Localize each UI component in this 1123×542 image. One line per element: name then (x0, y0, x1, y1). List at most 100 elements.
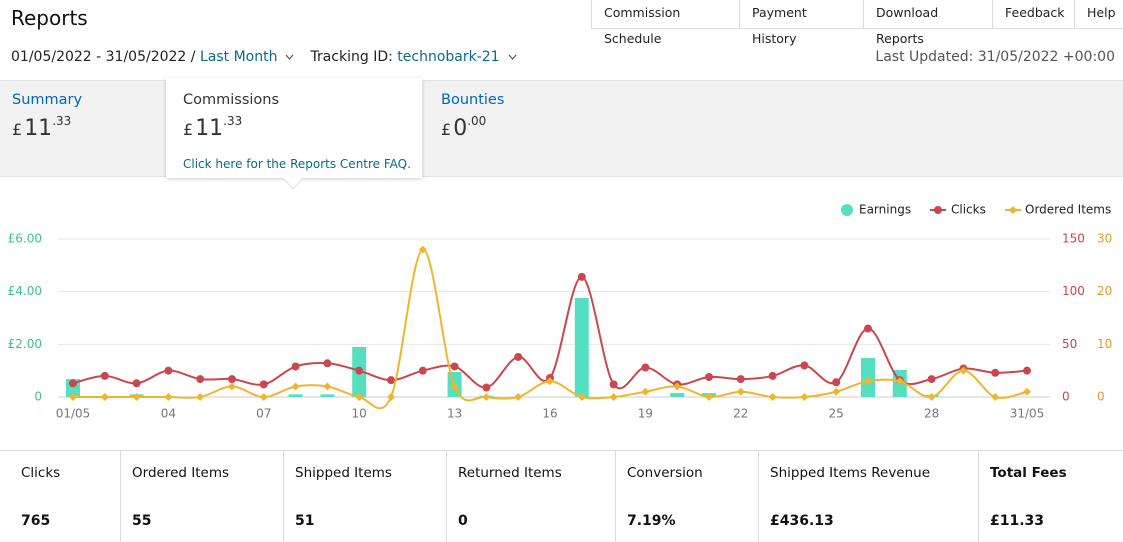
card-label: Commissions (183, 92, 280, 108)
point (577, 272, 586, 281)
point (355, 366, 364, 375)
stats-row: Clicks 765 Ordered Items 55 Shipped Items 51 R… (0, 450, 1123, 542)
stat-label: Ordered Items (132, 465, 229, 481)
nav-tab[interactable]: Download Reports (863, 0, 992, 46)
point (768, 393, 777, 401)
nav-tab[interactable]: Feedback (992, 0, 1074, 28)
point (418, 366, 427, 375)
point (895, 377, 904, 386)
period-dropdown[interactable]: Last Month (199, 49, 278, 65)
point (991, 368, 1000, 377)
stat-value: £11.33 (990, 513, 1045, 529)
point (387, 393, 395, 401)
y3-tick-label: 0 (1097, 390, 1105, 404)
stat-value: 0 (458, 513, 468, 529)
point (736, 375, 745, 384)
x-tick-label: 04 (161, 407, 176, 421)
chevron (286, 54, 294, 60)
legend-swatch (1009, 206, 1017, 214)
x-tick-label: 10 (352, 407, 367, 421)
nav-tab[interactable]: Payment History (739, 0, 863, 46)
legend-label: Ordered Items (1025, 203, 1111, 217)
stat-label: Shipped Items (295, 465, 392, 481)
x-tick-label: 25 (829, 407, 844, 421)
y-tick-label: £6.00 (8, 232, 42, 246)
point (768, 371, 777, 380)
point (832, 387, 841, 396)
point (641, 387, 650, 396)
nav-tab[interactable]: Help (1074, 0, 1123, 28)
point (323, 382, 332, 391)
stat-label: Total Fees (990, 465, 1067, 481)
bar (288, 394, 303, 397)
y2-tick-label: 100 (1062, 284, 1085, 298)
point (991, 393, 1000, 401)
legend-swatch (841, 204, 853, 216)
point (673, 382, 682, 391)
last-updated: Last Updated: 31/05/2022 +00:00 (875, 49, 1115, 65)
point (609, 380, 618, 389)
bar (574, 297, 589, 397)
point (323, 359, 332, 368)
y2-tick-label: 50 (1062, 337, 1077, 351)
point (259, 393, 268, 401)
point (736, 387, 745, 396)
point (864, 377, 872, 386)
legend-label: Earnings (859, 203, 911, 217)
card-amount: £0.00 (441, 114, 487, 141)
stat-label: Returned Items (458, 465, 562, 481)
point (609, 393, 618, 401)
stat-cell: Shipped Items 51 (283, 451, 446, 542)
stat-cell: Conversion 7.19% (615, 451, 758, 542)
point (482, 393, 491, 401)
point (291, 382, 300, 391)
series-line (72, 275, 1028, 390)
page-title: Reports (11, 6, 88, 30)
stat-label: Conversion (627, 465, 703, 481)
point (132, 379, 141, 388)
point (69, 379, 77, 388)
point (832, 378, 841, 387)
stat-value: 765 (21, 513, 51, 529)
stat-value: £436.13 (770, 513, 834, 529)
commissions-card[interactable]: Commissions £11.33 (183, 92, 279, 141)
point (69, 393, 77, 401)
tracking-dropdown[interactable]: technobark-21 (397, 49, 500, 65)
stat-label: Shipped Items Revenue (770, 465, 931, 481)
point (100, 393, 109, 401)
point (450, 362, 459, 371)
chart: 0 £2.00 £4.00 £6.00 0 50 100 150 0 10 20 30 01/05 04 0… (8, 177, 1112, 421)
point (1023, 366, 1031, 375)
point (450, 382, 459, 391)
popup-pointer (282, 177, 304, 190)
summary-card[interactable]: Summary £11.33 (12, 92, 82, 141)
y-tick-label: £2.00 (8, 337, 42, 351)
point (418, 245, 427, 254)
point (164, 366, 173, 375)
y-tick-label: £4.00 (8, 284, 42, 298)
bounties-card[interactable]: Bounties £0.00 (441, 92, 504, 141)
filters: 01/05/2022 - 31/05/2022 / Last Month Tra… (11, 49, 527, 65)
nav-bar: Commission Schedule Payment History Down… (591, 0, 1123, 46)
x-tick-label: 19 (638, 407, 653, 421)
point (864, 324, 872, 333)
stat-value: 51 (295, 513, 315, 529)
point (259, 380, 268, 389)
y-tick-label: 0 (34, 390, 42, 404)
point (514, 352, 523, 361)
point (927, 375, 936, 384)
y2-tick-label: 0 (1062, 390, 1070, 404)
point (196, 375, 205, 384)
point (355, 393, 364, 401)
y3-tick-label: 30 (1097, 232, 1112, 246)
stat-cell: Returned Items 0 (446, 451, 615, 542)
x-tick-label: 31/05 (1010, 407, 1045, 421)
stat-cell: Shipped Items Revenue £436.13 (758, 451, 978, 542)
faq-link[interactable]: Click here for the Reports Centre FAQ. (183, 157, 411, 171)
point (228, 375, 236, 384)
legend-swatch (934, 206, 942, 214)
nav-tab[interactable]: Commission Schedule (591, 0, 739, 46)
point (927, 393, 936, 401)
point (641, 363, 650, 372)
